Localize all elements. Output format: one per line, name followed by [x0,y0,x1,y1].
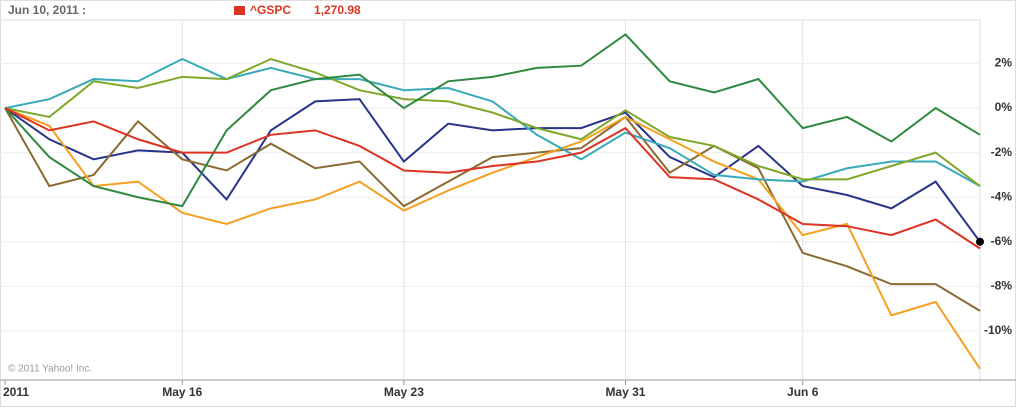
series-line [4,57,981,187]
y-tick-label: 0% [995,100,1013,114]
legend-name: ^GSPC [250,3,291,17]
series-line [4,57,981,187]
y-tick-label: -8% [991,279,1013,293]
series-line [4,98,981,243]
x-tick-label: May 31 [605,385,645,399]
copyright: © 2011 Yahoo! Inc. [8,364,92,375]
y-tick-label: -2% [991,145,1013,159]
y-tick-label: 2% [995,56,1013,70]
x-tick-label: May 16 [162,385,202,399]
y-tick-label: -10% [984,323,1012,337]
y-tick-label: -6% [991,234,1013,248]
legend-swatch [234,6,245,15]
series-line [4,33,981,208]
x-tick-label: Jun 6 [787,385,819,399]
x-tick-label: 2011 [3,385,29,399]
legend-quote: 1,270.98 [314,3,361,17]
series-line [4,107,981,250]
series-line [4,107,981,312]
y-tick-label: -4% [991,189,1013,203]
x-tick-label: May 23 [384,385,424,399]
date-label: Jun 10, 2011 : [8,3,86,17]
end-marker [976,237,984,246]
